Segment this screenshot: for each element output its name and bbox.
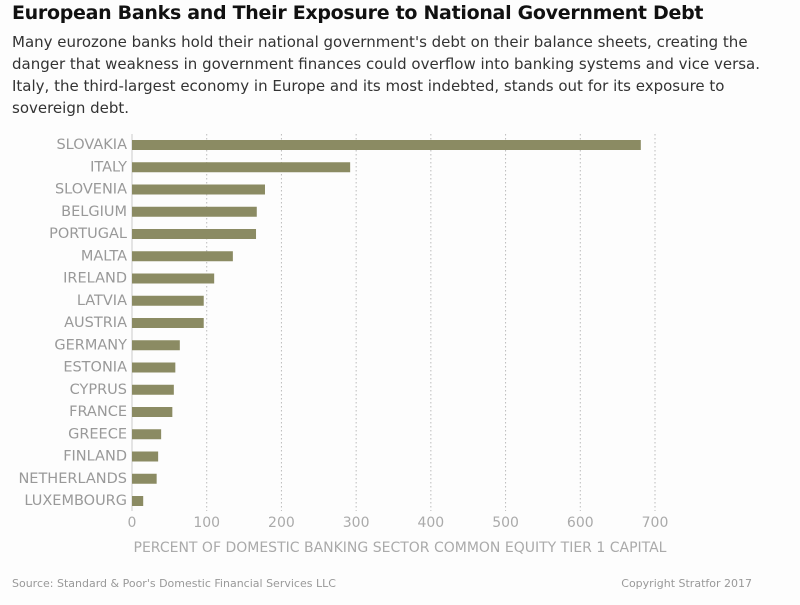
bar: [132, 318, 204, 328]
y-tick-label: SLOVENIA: [55, 182, 127, 198]
y-tick-label: IRELAND: [63, 271, 127, 287]
x-tick-label: 500: [492, 515, 519, 531]
bar: [132, 429, 162, 440]
y-tick-label: AUSTRIA: [64, 315, 127, 331]
bar: [132, 407, 173, 417]
y-tick-label: ITALY: [90, 159, 127, 175]
y-tick-label: LUXEMBOURG: [24, 493, 127, 509]
x-tick-label: 600: [567, 515, 594, 531]
chart-subtitle: Many eurozone banks hold their national …: [12, 33, 761, 117]
bar: [132, 206, 257, 217]
bar: [132, 273, 215, 284]
x-tick-label: 100: [193, 515, 220, 531]
source: Source: Standard & Poor's Domestic Finan…: [12, 577, 336, 590]
x-axis-title: PERCENT OF DOMESTIC BANKING SECTOR COMMO…: [134, 540, 667, 556]
y-tick-label: PORTUGAL: [49, 226, 127, 242]
x-tick-label: 0: [128, 515, 137, 531]
bar: [132, 451, 159, 462]
bar: [132, 473, 157, 484]
y-tick-label: FRANCE: [69, 404, 127, 420]
y-tick-label: SLOVAKIA: [56, 137, 127, 153]
y-tick-label: LATVIA: [77, 293, 127, 309]
y-tick-label: NETHERLANDS: [18, 471, 127, 487]
x-tick-label: 700: [642, 515, 669, 531]
chart-title: European Banks and Their Exposure to Nat…: [12, 2, 704, 24]
copyright: Copyright Stratfor 2017: [621, 577, 752, 590]
x-tick-label: 300: [343, 515, 370, 531]
y-tick-label: FINLAND: [63, 449, 127, 465]
x-tick-label: 200: [268, 515, 295, 531]
x-tick-label: 400: [417, 515, 444, 531]
bar: [132, 496, 144, 506]
bar: [132, 362, 176, 373]
bar: [132, 140, 641, 150]
y-tick-label: GERMANY: [54, 337, 127, 353]
bar: [132, 340, 180, 351]
y-tick-label: CYPRUS: [70, 382, 127, 398]
bar: [132, 229, 257, 239]
y-tick-label: BELGIUM: [61, 204, 127, 220]
bar: [132, 184, 265, 195]
bar: [132, 251, 233, 262]
y-tick-label: ESTONIA: [63, 360, 127, 376]
y-tick-label: MALTA: [81, 248, 127, 264]
y-tick-label: GREECE: [68, 426, 127, 442]
bar: [132, 162, 351, 173]
bar: [132, 295, 204, 306]
bar: [132, 384, 174, 395]
